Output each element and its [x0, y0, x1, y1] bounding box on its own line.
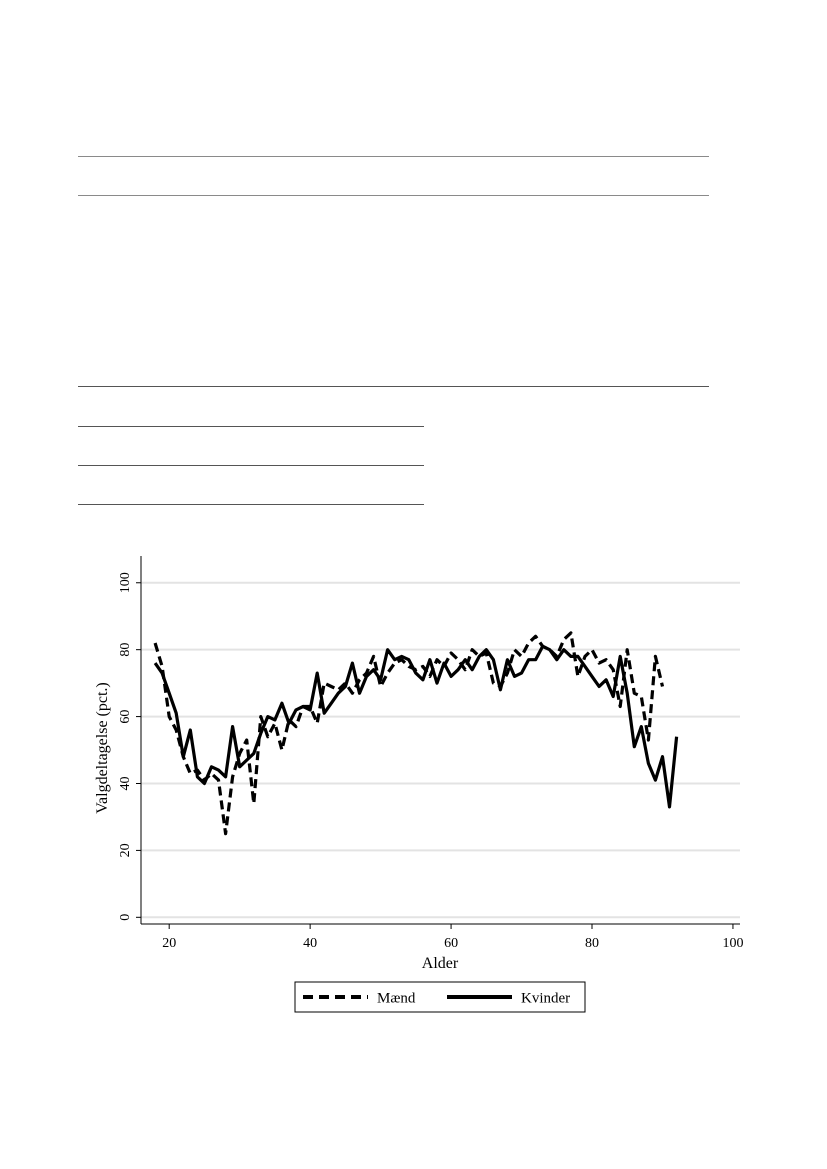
- legend: Mænd Kvinder: [294, 981, 586, 1013]
- legend-label-kvinder: Kvinder: [521, 991, 570, 1007]
- x-tick-label: 20: [162, 936, 176, 951]
- series-line-maend: [153, 631, 665, 836]
- legend-label-maend: Mænd: [377, 991, 416, 1007]
- y-tick-label: 100: [118, 572, 133, 593]
- table-rule-bottom: [78, 386, 709, 387]
- gridlines: [141, 581, 740, 919]
- note-rule-3: [78, 504, 424, 505]
- y-axis-title: Valgdeltagelse (pct.): [94, 682, 111, 814]
- note-rule-1: [78, 426, 424, 427]
- x-tick-label: 60: [444, 936, 458, 951]
- y-tick-label: 40: [118, 776, 133, 790]
- y-tick-label: 20: [118, 843, 133, 857]
- y-tick-label: 0: [118, 914, 133, 921]
- y-tick-label: 80: [118, 643, 133, 657]
- x-tick-label: 40: [303, 936, 317, 951]
- axes: 0 20 40 60 80 100 20 40 60 80 100: [118, 556, 743, 951]
- note-rule-2: [78, 465, 424, 466]
- series-line-kvinder: [153, 644, 679, 809]
- x-tick-label: 80: [585, 936, 599, 951]
- table-rule-header: [78, 195, 709, 196]
- y-tick-label: 60: [118, 710, 133, 724]
- x-axis-title: Alder: [422, 955, 459, 972]
- x-tick-label: 100: [722, 936, 743, 951]
- series-layer: [153, 631, 679, 836]
- table-rule-top: [78, 156, 709, 157]
